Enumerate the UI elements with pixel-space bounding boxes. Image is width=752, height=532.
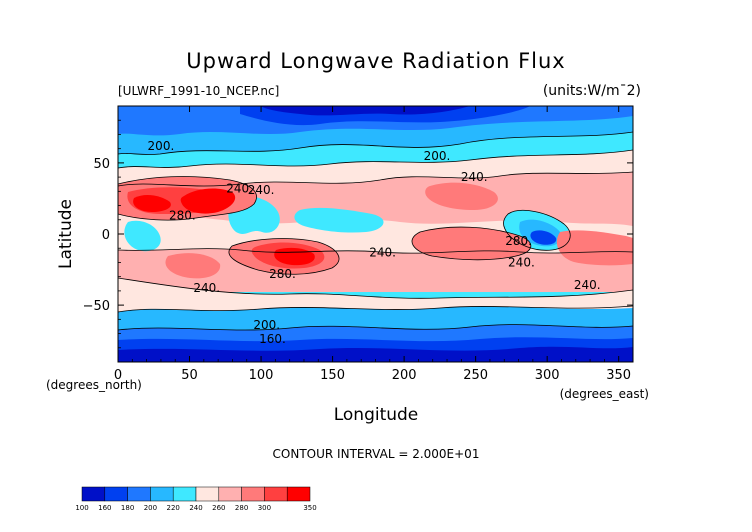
x-tick-label: 50 [181,368,198,383]
contour-label: 280. [169,209,196,223]
patch-280-epac [411,227,531,260]
contour-label: 200. [424,149,451,163]
colorbar-label: 100 [75,504,88,512]
patch-220-b [294,207,384,233]
contour-label: 240. [226,181,253,195]
colorbar-label: 160 [98,504,111,512]
band-nh-240 [118,150,633,186]
patch-280-sh-atl [165,253,221,279]
colorbar-swatch [172,486,197,502]
y-tick-label: 50 [93,157,110,172]
source-label: [ULWRF_1991-10_NCEP.nc] [118,84,279,98]
x-tick-label: 200 [392,368,417,383]
x-tick-label: 150 [320,368,345,383]
colorbar-label: 280 [235,504,248,512]
chart-title: Upward Longwave Radiation Flux [186,49,565,73]
units-label: (units:W/m¯2) [543,83,641,99]
contour-label: 240. [508,255,535,269]
colorbar-label: 200 [144,504,157,512]
contour-label: 200. [148,139,175,153]
patch-350-arabia [180,188,236,214]
colorbar-label: 240 [189,504,202,512]
patch-220-c [124,220,161,252]
colorbar: 100 160 180 200 220 240 260 280 300 350 [75,486,317,512]
colorbar-label: 180 [121,504,134,512]
x-tick-label: 0 [114,368,122,383]
x-axis-label: Longitude [334,405,419,425]
y-tick-label: −50 [83,299,110,314]
x-tick-label: 250 [463,368,488,383]
colorbar-swatch [241,486,265,502]
colorbar-label: 220 [167,504,180,512]
contour-lines [118,131,633,331]
band-sh-100 [118,346,633,362]
colorbar-label: 260 [212,504,225,512]
colorbar-swatch [150,486,174,502]
contour-label: 240. [193,281,220,295]
colorbar-swatch [195,486,220,502]
band-sh-240 [118,278,633,312]
contour-label: 280. [505,234,532,248]
colorbar-swatch [104,486,128,502]
colorbar-swatch [127,486,151,502]
colorbar-swatch [218,486,242,502]
contour-label: 280. [269,267,296,281]
contour-label: 160. [259,332,286,346]
y-tick-label: 0 [102,228,110,243]
contour-interval: CONTOUR INTERVAL = 2.000E+01 [273,447,480,461]
x-tick-label: 350 [606,368,631,383]
contour-label: 240. [461,170,488,184]
contour-label: 200. [253,318,280,332]
x-unit-label: (degrees_east) [560,387,649,401]
contour-label: 240. [248,183,275,197]
colorbar-swatch [264,486,288,502]
contour-label: 240. [369,245,396,259]
patch-280-samerica [556,230,633,266]
colorbar-swatch [286,486,311,502]
colorbar-label: 300 [258,504,271,512]
y-axis-ticks: 50 0 −50 [83,119,633,349]
colorbar-swatch [81,486,106,502]
contour-labels: 200.240.240.280.200.240.280.240.240.280.… [148,139,601,346]
band-nh-100 [260,106,470,116]
colorbar-label: 350 [303,504,316,512]
y-unit-label: (degrees_north) [46,378,142,392]
x-axis-ticks: 0 50 100 150 200 250 300 350 [114,106,631,383]
contour-field [118,106,633,362]
x-tick-label: 300 [535,368,560,383]
patch-350-sahara [133,195,171,212]
patch-280-natl [425,182,498,210]
contour-label: 240. [574,278,601,292]
x-tick-label: 100 [249,368,274,383]
patch-160-d [530,230,557,245]
y-axis-label: Latitude [56,199,76,269]
